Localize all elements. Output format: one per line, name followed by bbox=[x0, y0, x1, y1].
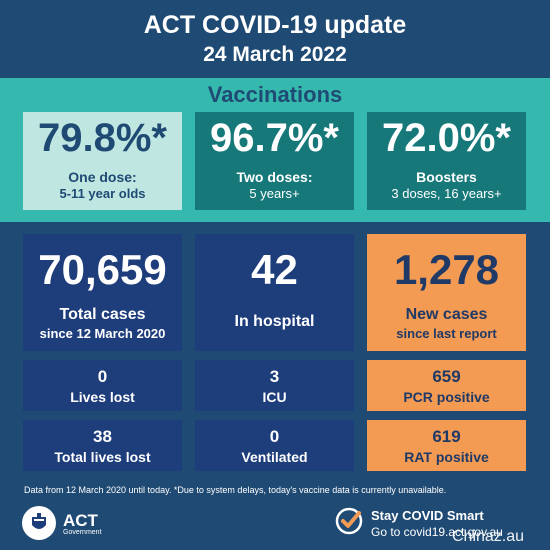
covid-website-link[interactable]: Go to covid19.act.gov.au bbox=[371, 525, 503, 539]
total-cases-value: 70,659 bbox=[38, 246, 167, 293]
rat-positive-card: 619 RAT positive bbox=[367, 420, 526, 471]
total-lives-lost-card: 38 Total lives lost bbox=[23, 420, 182, 471]
vaccine-card-boosters: 72.0%* Boosters 3 doses, 16 years+ bbox=[367, 112, 526, 210]
in-hospital-card: 42 In hospital bbox=[195, 234, 354, 351]
total-cases-label: Total cases bbox=[59, 306, 146, 323]
ventilated-label: Ventilated bbox=[241, 449, 308, 465]
watermark-text: Chinaz.au bbox=[452, 528, 525, 545]
new-cases-sublabel: since last report bbox=[396, 326, 497, 341]
total-cases-card: 70,659 Total cases since 12 March 2020 bbox=[23, 234, 182, 351]
vaccine-label: Two doses: bbox=[236, 169, 313, 185]
lives-lost-card: 0 Lives lost bbox=[23, 360, 182, 411]
total-lives-lost-label: Total lives lost bbox=[54, 449, 151, 465]
vaccine-sublabel: 3 doses, 16 years+ bbox=[391, 186, 502, 201]
pcr-positive-label: PCR positive bbox=[403, 389, 490, 405]
vaccine-percent: 79.8%* bbox=[38, 116, 167, 160]
act-logo-text: ACT bbox=[63, 511, 98, 530]
act-government-logo[interactable]: ACT Government bbox=[22, 504, 142, 544]
vaccine-sublabel: 5-11 year olds bbox=[59, 186, 146, 201]
vaccine-percent: 72.0%* bbox=[382, 116, 511, 160]
vaccine-label: One dose: bbox=[68, 169, 137, 185]
checkmark-icon bbox=[335, 507, 363, 535]
vaccine-percent: 96.7%* bbox=[210, 116, 339, 160]
pcr-positive-card: 659 PCR positive bbox=[367, 360, 526, 411]
data-footnote: Data from 12 March 2020 until today. *Du… bbox=[24, 485, 447, 495]
in-hospital-label: In hospital bbox=[234, 313, 315, 330]
total-cases-sublabel: since 12 March 2020 bbox=[39, 326, 166, 341]
ventilated-value: 0 bbox=[269, 427, 280, 446]
pcr-positive-value: 659 bbox=[432, 367, 461, 386]
icu-label: ICU bbox=[262, 389, 287, 405]
ventilated-card: 0 Ventilated bbox=[195, 420, 354, 471]
rat-positive-label: RAT positive bbox=[404, 449, 489, 465]
lives-lost-value: 0 bbox=[97, 367, 108, 386]
icu-value: 3 bbox=[269, 367, 280, 386]
rat-positive-value: 619 bbox=[432, 427, 461, 446]
vaccinations-section: Vaccinations 79.8%* One dose: 5-11 year … bbox=[0, 78, 550, 222]
new-cases-card: 1,278 New cases since last report bbox=[367, 234, 526, 351]
vaccine-label: Boosters bbox=[416, 169, 477, 185]
page-date: 24 March 2022 bbox=[203, 43, 347, 66]
lives-lost-label: Lives lost bbox=[70, 389, 135, 405]
vaccinations-title: Vaccinations bbox=[207, 82, 343, 107]
vaccine-sublabel: 5 years+ bbox=[249, 186, 300, 201]
total-lives-lost-value: 38 bbox=[93, 427, 112, 446]
act-crest-icon bbox=[22, 506, 56, 540]
vaccine-card-one-dose: 79.8%* One dose: 5-11 year olds bbox=[23, 112, 182, 210]
stay-covid-smart-title: Stay COVID Smart bbox=[371, 508, 484, 523]
new-cases-label: New cases bbox=[405, 306, 488, 323]
icu-card: 3 ICU bbox=[195, 360, 354, 411]
act-logo-subtext: Government bbox=[63, 529, 102, 536]
stay-covid-smart-promo[interactable]: Stay COVID Smart Go to covid19.act.gov.a… bbox=[335, 504, 535, 544]
page-title: ACT COVID-19 update bbox=[143, 11, 407, 39]
header: ACT COVID-19 update 24 March 2022 bbox=[0, 0, 550, 78]
new-cases-value: 1,278 bbox=[393, 246, 500, 293]
vaccine-card-two-doses: 96.7%* Two doses: 5 years+ bbox=[195, 112, 354, 210]
in-hospital-value: 42 bbox=[251, 246, 298, 293]
